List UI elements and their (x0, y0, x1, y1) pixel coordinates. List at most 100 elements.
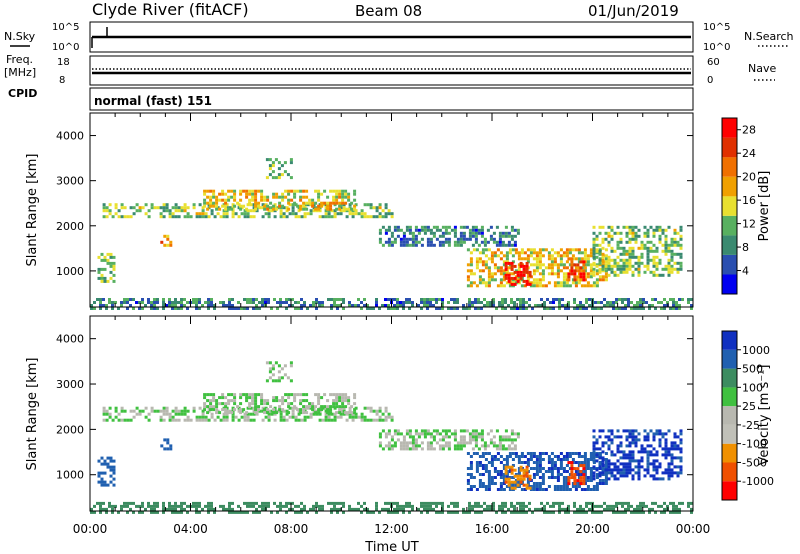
echo-cell (390, 243, 394, 247)
echo-cell (607, 477, 611, 481)
echo-cell (532, 257, 536, 261)
echo-cell (640, 246, 644, 250)
echo-cell (658, 261, 662, 265)
echo-cell (679, 252, 683, 256)
echo-cell (474, 307, 477, 310)
echo-cell (574, 485, 578, 488)
echo-cell (631, 237, 635, 241)
echo-cell (225, 412, 229, 416)
echo-cell (508, 488, 512, 491)
echo-cell (471, 234, 475, 238)
echo-cell (639, 298, 642, 301)
echo-cell (387, 507, 390, 511)
echo-cell (243, 212, 247, 216)
echo-cell (507, 279, 511, 283)
echo-cell (317, 195, 321, 199)
echo-cell (615, 501, 618, 505)
echo-cell (363, 215, 367, 219)
echo-cell (132, 212, 136, 216)
echo-cell (478, 275, 482, 279)
echo-cell (661, 231, 665, 235)
echo-region (203, 393, 357, 415)
echo-cell (287, 189, 291, 193)
echo-cell (426, 243, 430, 247)
echo-cell (360, 307, 363, 310)
echo-cell (648, 307, 651, 310)
echo-cell (402, 447, 406, 451)
echo-cell (225, 212, 229, 216)
echo-cell (477, 447, 481, 451)
echo-cell (317, 198, 321, 202)
echo-cell (519, 276, 523, 280)
echo-cell (654, 298, 657, 301)
echo-cell (303, 504, 306, 508)
echo-cell (375, 507, 378, 511)
echo-cell (492, 301, 495, 304)
echo-cell (658, 225, 662, 229)
echo-cell (526, 464, 530, 467)
echo-cell (435, 501, 438, 505)
echo-cell (637, 258, 641, 262)
echo-cell (631, 441, 635, 445)
echo-cell (603, 501, 606, 505)
echo-cell (375, 409, 379, 413)
echo-cell (249, 298, 252, 301)
echo-cell (628, 432, 632, 436)
echo-cell (278, 399, 282, 403)
echo-cell (687, 298, 690, 301)
echo-cell (543, 304, 546, 307)
echo-cell (601, 275, 605, 279)
echo-cell (272, 408, 276, 412)
echo-cell (550, 464, 554, 467)
echo-cell (360, 418, 364, 422)
echo-cell (369, 510, 372, 514)
echo-cell (502, 473, 506, 476)
echo-cell (342, 307, 345, 310)
echo-cell (171, 206, 175, 210)
echo-cell (637, 432, 641, 436)
echo-cell (260, 393, 264, 397)
echo-cell (287, 393, 291, 397)
echo-cell (562, 476, 566, 479)
echo-cell (112, 261, 116, 265)
echo-cell (673, 267, 677, 271)
echo-cell (378, 415, 382, 419)
echo-cell (472, 452, 476, 455)
echo-cell (414, 237, 418, 241)
echo-cell (302, 201, 306, 205)
echo-cell (153, 510, 156, 514)
echo-cell (103, 471, 107, 475)
echo-cell (592, 435, 596, 439)
echo-cell (510, 243, 514, 247)
echo-cell (168, 412, 172, 416)
echo-cell (655, 249, 659, 253)
echo-cell (138, 209, 142, 213)
echo-cell (522, 510, 525, 514)
echo-cell (171, 301, 174, 304)
echo-cell (162, 504, 165, 508)
echo-cell (567, 307, 570, 310)
echo-cell (147, 298, 150, 301)
echo-cell (261, 504, 264, 508)
echo-cell (441, 243, 445, 247)
echo-cell (619, 267, 623, 271)
echo-cell (475, 464, 479, 467)
echo-cell (526, 275, 530, 279)
echo-cell (408, 243, 412, 247)
echo-cell (267, 215, 271, 219)
echo-cell (564, 510, 567, 514)
echo-cell (272, 411, 276, 415)
echo-cell (138, 206, 142, 210)
echo-cell (619, 258, 623, 262)
echo-cell (375, 301, 378, 304)
echo-cell (332, 189, 336, 193)
echo-cell (254, 189, 258, 193)
echo-cell (459, 240, 463, 244)
echo-cell (607, 471, 611, 475)
echo-cell (637, 438, 641, 442)
echo-cell (291, 507, 294, 511)
echo-cell (510, 234, 514, 238)
echo-cell (171, 507, 174, 511)
echo-cell (655, 264, 659, 268)
echo-cell (664, 450, 668, 454)
